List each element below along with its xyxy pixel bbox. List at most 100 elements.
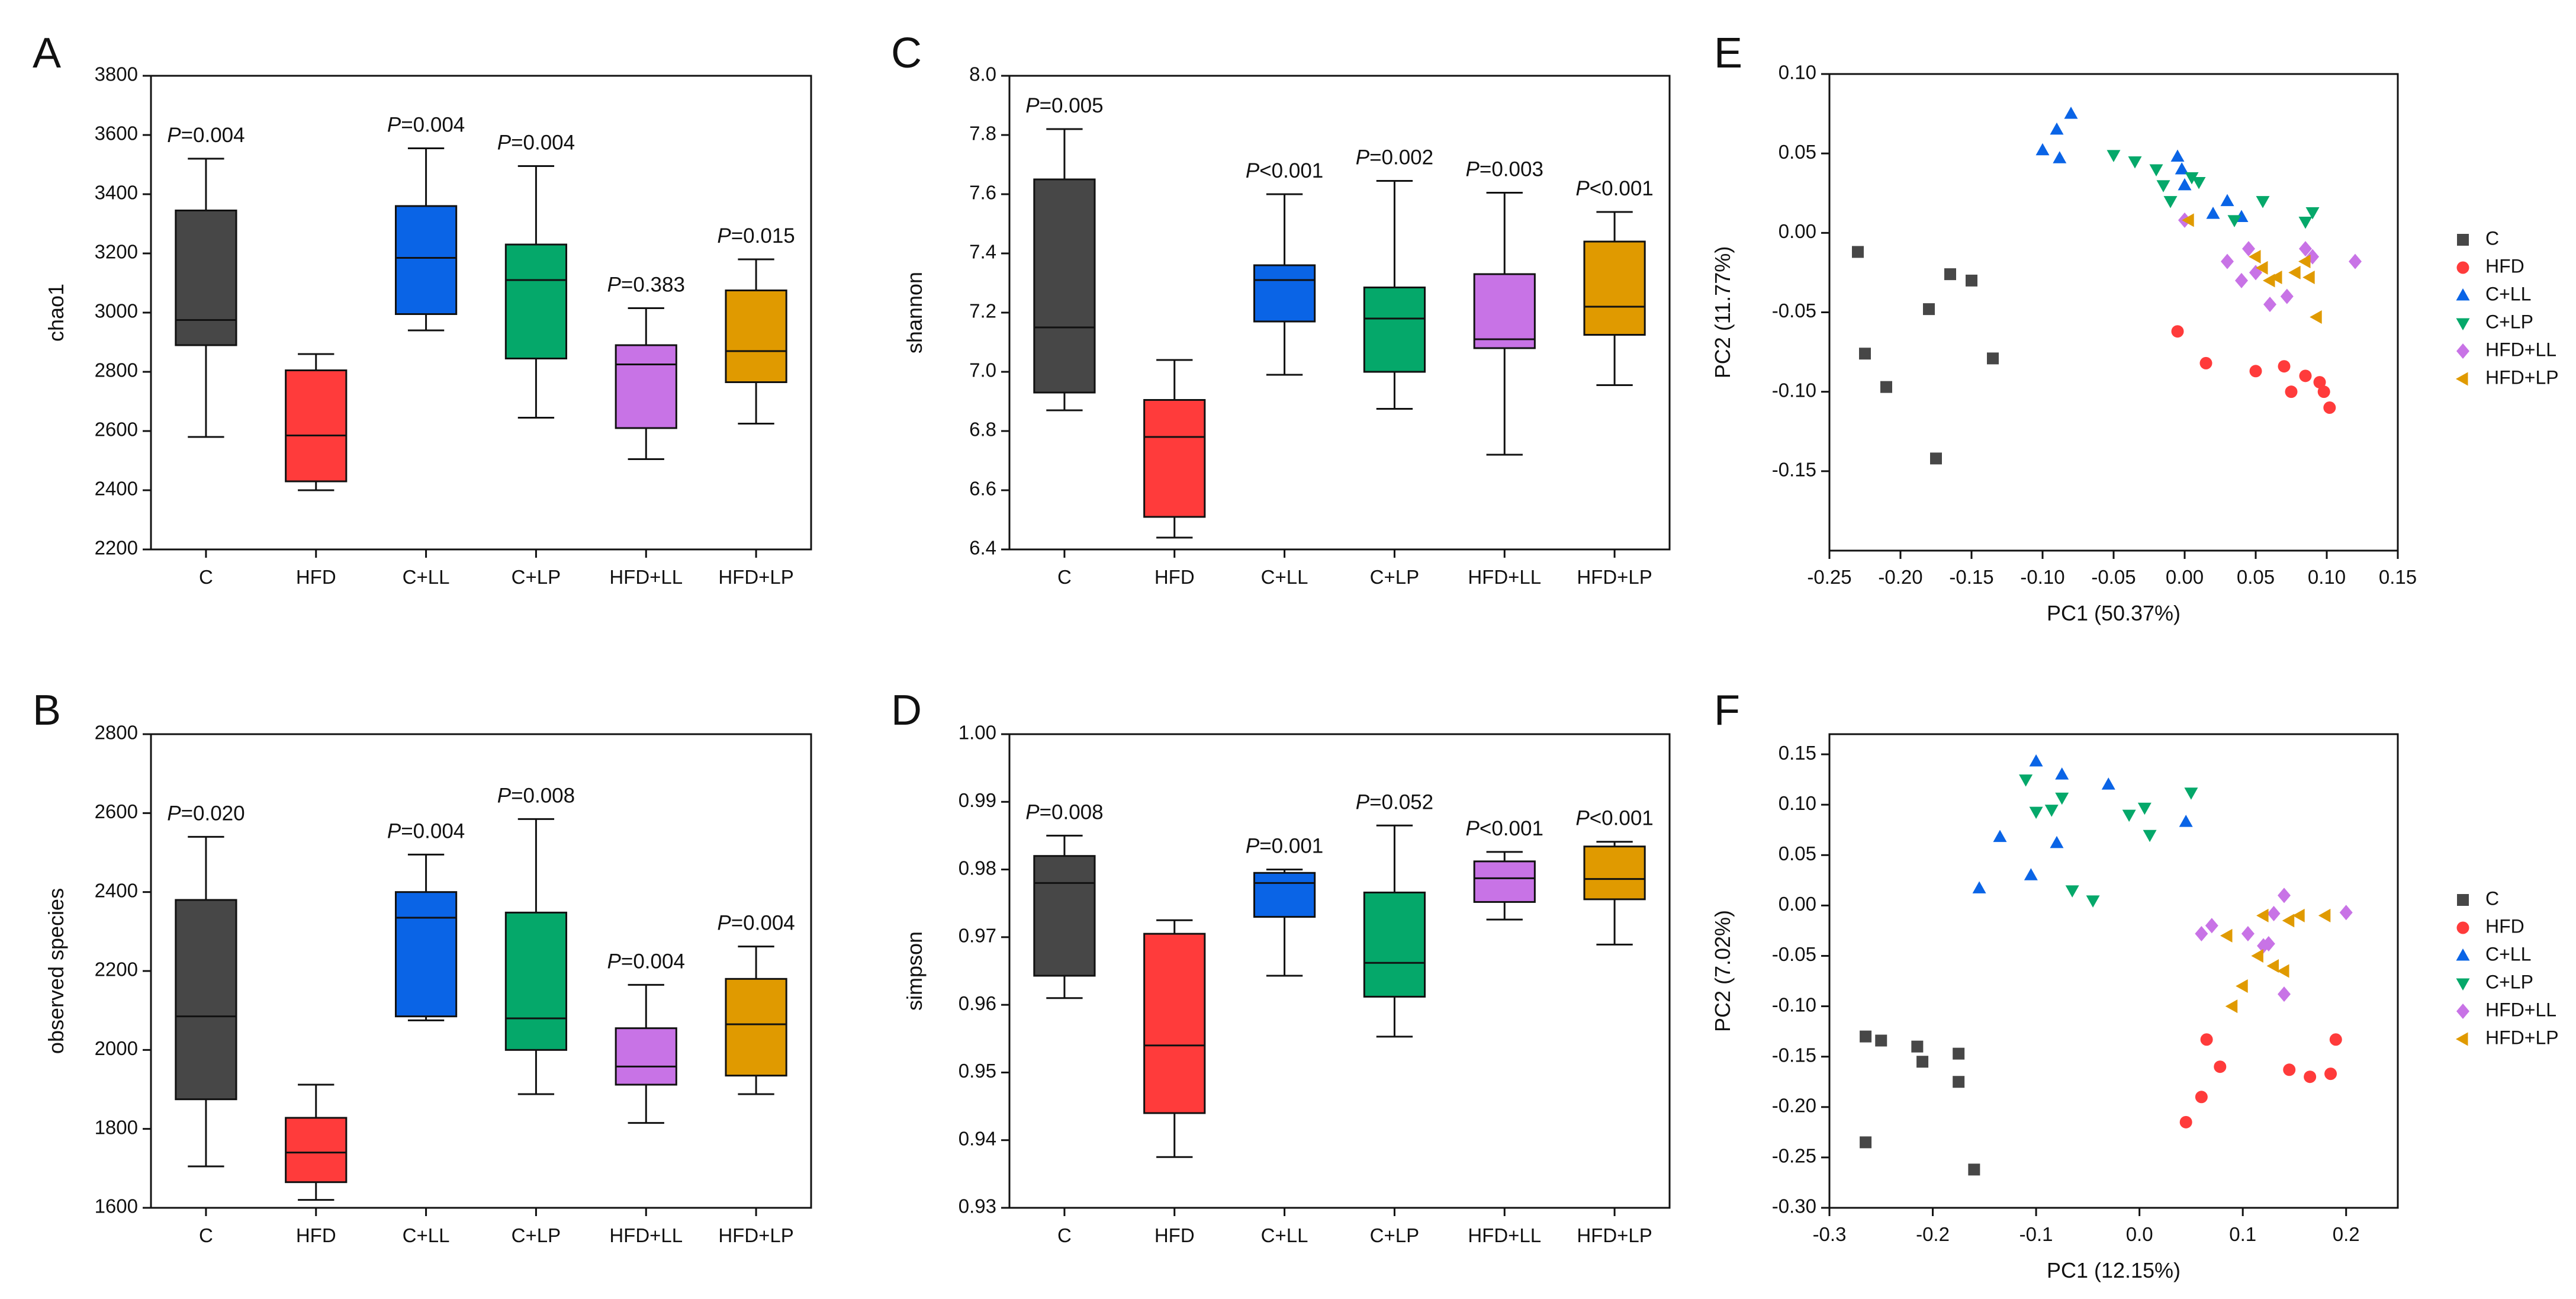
data-point <box>2163 196 2178 208</box>
box-iqr <box>1473 273 1536 349</box>
y-tick-label: 2800 <box>95 359 138 381</box>
p-value-text: =0.052 <box>1369 790 1433 814</box>
p-value-symbol: P <box>387 114 401 137</box>
series-c-plus-ll <box>1972 754 2193 893</box>
y-tick-label: 3800 <box>95 63 138 85</box>
p-value-symbol: P <box>387 819 401 843</box>
y-tick-label: 3600 <box>95 123 138 144</box>
y-tick-label: 7.6 <box>969 182 996 204</box>
p-value-symbol: P <box>1025 94 1040 117</box>
data-point <box>2055 767 2069 780</box>
p-value-symbol: P <box>607 274 622 297</box>
legend-item-hfd: HFD <box>2456 255 2524 276</box>
p-value-text: <0.001 <box>1590 177 1654 200</box>
y-tick-label: -0.10 <box>1772 993 1816 1015</box>
legend-marker <box>2456 288 2470 301</box>
y-tick-label: 2200 <box>95 959 138 980</box>
data-point <box>2221 253 2234 269</box>
panel-letter-c: C <box>891 30 922 77</box>
data-point <box>2044 805 2059 817</box>
data-point <box>2192 176 2206 189</box>
x-tick-label: C <box>199 566 213 588</box>
p-value-text: =0.002 <box>1369 146 1433 169</box>
y-tick-label: 3400 <box>95 182 138 204</box>
box-iqr <box>1143 399 1206 518</box>
box-iqr <box>504 911 568 1051</box>
data-point <box>2349 253 2362 269</box>
data-point <box>1860 1030 1872 1043</box>
data-point <box>2266 959 2279 973</box>
x-tick-label: C+LP <box>512 1224 561 1246</box>
series-c-plus-lp <box>2107 150 2320 229</box>
legend-marker <box>2456 261 2469 274</box>
data-point <box>2270 270 2282 284</box>
p-value-text: <0.001 <box>1259 159 1323 182</box>
box-iqr <box>1363 287 1426 373</box>
x-tick-label: 0.15 <box>2379 566 2417 588</box>
p-value-text: =0.008 <box>511 784 575 807</box>
box-hfd-plus-lp: P<0.001 <box>1575 807 1654 946</box>
p-value-text: =0.015 <box>731 224 795 247</box>
legend-marker <box>2456 1004 2469 1019</box>
data-point <box>2278 986 2291 1002</box>
p-value-text: =0.004 <box>731 912 795 935</box>
p-value-text: =0.004 <box>401 819 465 843</box>
data-point <box>1987 352 1999 365</box>
data-point <box>2310 310 2322 324</box>
x-tick-label: HFD+LP <box>1577 1224 1652 1246</box>
box-c: P=0.004 <box>167 124 245 438</box>
p-value-symbol: P <box>1246 835 1260 858</box>
p-value-text: =0.004 <box>621 950 685 973</box>
data-point <box>2225 999 2238 1014</box>
box-c: P=0.008 <box>1025 800 1104 999</box>
p-value-label: P=0.015 <box>717 224 795 247</box>
legend-item-hfd-plus-lp: HFD+LP <box>2456 366 2559 388</box>
data-point <box>2305 207 2320 220</box>
data-point <box>2263 297 2276 313</box>
box-iqr <box>1143 933 1206 1114</box>
legend-marker <box>2456 343 2469 359</box>
p-value-text: =0.003 <box>1480 158 1543 181</box>
box-c-plus-ll: P<0.001 <box>1246 159 1323 376</box>
legend-item-hfd-plus-lp: HFD+LP <box>2456 1027 2559 1048</box>
data-point <box>2137 802 2152 815</box>
data-point <box>1966 274 1977 287</box>
data-point <box>2064 107 2078 119</box>
box-iqr <box>1583 845 1646 901</box>
x-tick-label: -0.15 <box>1949 566 1993 588</box>
p-value-text: <0.001 <box>1590 807 1654 830</box>
data-point <box>2055 792 2069 805</box>
data-point <box>2278 360 2291 373</box>
series-hfd <box>2179 1033 2342 1128</box>
series-hfd-plus-lp <box>2182 213 2322 324</box>
p-value-label: P<0.001 <box>1466 817 1543 840</box>
series-hfd <box>2171 325 2336 414</box>
box-c: P=0.020 <box>167 802 245 1168</box>
box-hfd <box>285 1083 348 1201</box>
p-value-symbol: P <box>167 802 181 825</box>
legend-label: C+LP <box>2485 971 2533 992</box>
box-hfd <box>1143 359 1206 539</box>
legend-marker <box>2456 1032 2468 1046</box>
y-tick-label: 0.97 <box>959 925 996 947</box>
data-point <box>2205 918 2218 934</box>
legend-item-hfd-plus-ll: HFD+LL <box>2456 999 2556 1020</box>
data-point <box>2318 908 2331 922</box>
box-iqr <box>1033 855 1096 977</box>
data-point <box>2278 888 2291 903</box>
series-hfd-plus-ll <box>2195 888 2353 1002</box>
box-iqr <box>394 891 458 1018</box>
panel-letter-b: B <box>33 687 61 734</box>
legend-label: C <box>2485 227 2499 249</box>
legend-marker <box>2457 234 2469 246</box>
data-point <box>2267 905 2281 921</box>
data-point <box>2050 835 2064 848</box>
data-point <box>2195 926 2208 942</box>
x-tick-label: HFD+LL <box>609 1224 683 1246</box>
y-tick-label: 0.00 <box>1779 220 1816 242</box>
data-point <box>2086 895 2100 908</box>
box-iqr <box>725 978 787 1077</box>
y-tick-label: 6.4 <box>969 537 996 559</box>
box-hfd-plus-ll: P<0.001 <box>1466 817 1543 921</box>
